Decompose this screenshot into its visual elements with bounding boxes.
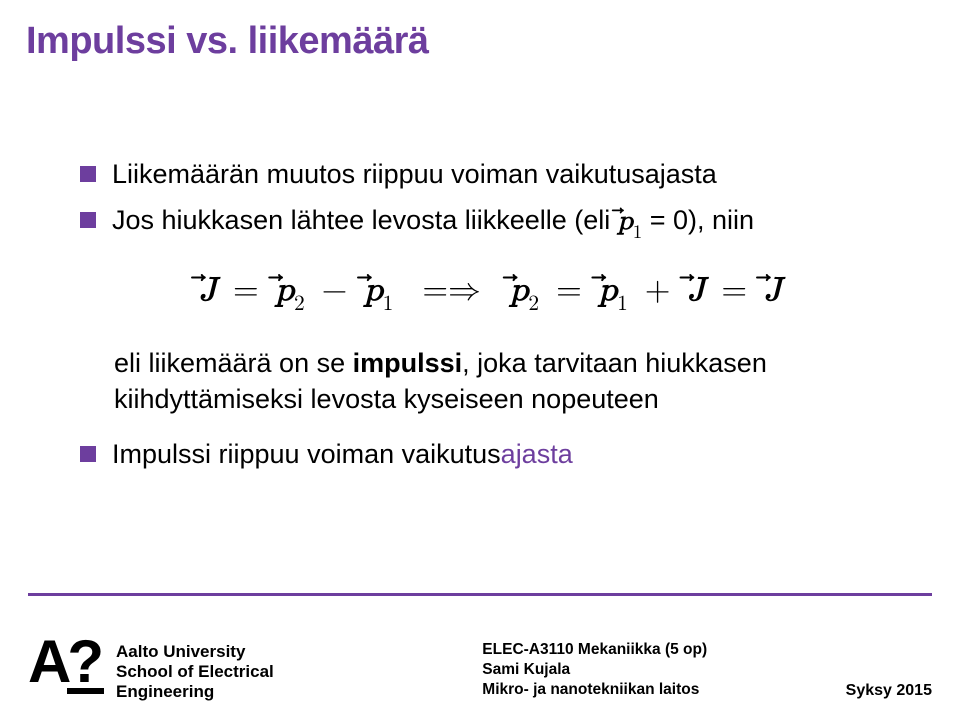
logo-Q: ? <box>67 639 104 694</box>
eq-sub: 2 <box>528 294 539 315</box>
b3-bold: impulssi <box>353 348 463 378</box>
logo-A: A <box>28 628 71 695</box>
eq-J: J <box>764 271 781 311</box>
eq-op: + <box>639 274 677 307</box>
eq-op: = <box>550 274 588 307</box>
display-equation: J = p2 − p1 =⇒ p2 = p1 + J = J <box>80 271 900 315</box>
eq-op: = <box>227 274 265 307</box>
eq-sub: 1 <box>617 294 628 315</box>
content-area: Liikemäärän muutos riippuu voiman vaikut… <box>80 156 900 482</box>
slide-title: Impulssi vs. liikemäärä <box>26 20 429 63</box>
eq-p: p <box>276 271 294 311</box>
uni-line-1: Aalto University <box>116 642 274 662</box>
eq-p: p <box>599 271 617 311</box>
uni-line-3: Engineering <box>116 682 274 702</box>
eq-p-sub: 1 <box>633 223 642 242</box>
bullet-2-continuation: eli liikemäärä on se impulssi, joka tarv… <box>114 345 900 418</box>
eq-op: − <box>316 274 354 307</box>
bullet-1: Liikemäärän muutos riippuu voiman vaikut… <box>80 156 900 192</box>
term-label: Syksy 2015 <box>846 682 932 700</box>
bullet-2-post: = 0), niin <box>642 205 754 235</box>
b4-accent: ajasta <box>501 439 573 469</box>
bullet-marker-icon <box>80 212 96 228</box>
footer-divider <box>28 593 932 596</box>
university-name: Aalto University School of Electrical En… <box>116 642 274 702</box>
course-info: ELEC-A3110 Mekaniikka (5 op) Sami Kujala… <box>482 640 707 700</box>
bullet-2: Jos hiukkasen lähtee levosta liikkeelle … <box>80 202 900 243</box>
eq-sub: 1 <box>383 294 394 315</box>
footer: A? Aalto University School of Electrical… <box>28 638 932 702</box>
eq-sub: 2 <box>294 294 305 315</box>
bullet-1-text: Liikemäärän muutos riippuu voiman vaikut… <box>112 156 900 192</box>
bullet-2-pre: Jos hiukkasen lähtee levosta liikkeelle … <box>112 205 618 235</box>
eq-J: J <box>687 271 704 311</box>
eq-J: J <box>199 271 216 311</box>
eq-p: p <box>364 271 382 311</box>
eq-implies: =⇒ <box>404 274 499 307</box>
b3-pre: eli liikemäärä on se <box>114 348 353 378</box>
bullet-marker-icon <box>80 166 96 182</box>
aalto-logo-icon: A? <box>28 638 104 694</box>
bullet-3-text: Impulssi riippuu voiman vaikutusajasta <box>112 436 900 472</box>
course-line-2: Sami Kujala <box>482 660 707 680</box>
eq-op: = <box>715 274 753 307</box>
bullet-2-text: Jos hiukkasen lähtee levosta liikkeelle … <box>112 202 900 243</box>
eq-p-var: p <box>618 208 633 235</box>
bullet-marker-icon <box>80 446 96 462</box>
course-line-3: Mikro- ja nanotekniikan laitos <box>482 680 707 700</box>
bullet-3: Impulssi riippuu voiman vaikutusajasta <box>80 436 900 472</box>
eq-p: p <box>510 271 528 311</box>
course-line-1: ELEC-A3110 Mekaniikka (5 op) <box>482 640 707 660</box>
uni-line-2: School of Electrical <box>116 662 274 682</box>
b4-pre: Impulssi riippuu voiman vaikutus <box>112 439 501 469</box>
university-logo-block: A? Aalto University School of Electrical… <box>28 638 274 702</box>
